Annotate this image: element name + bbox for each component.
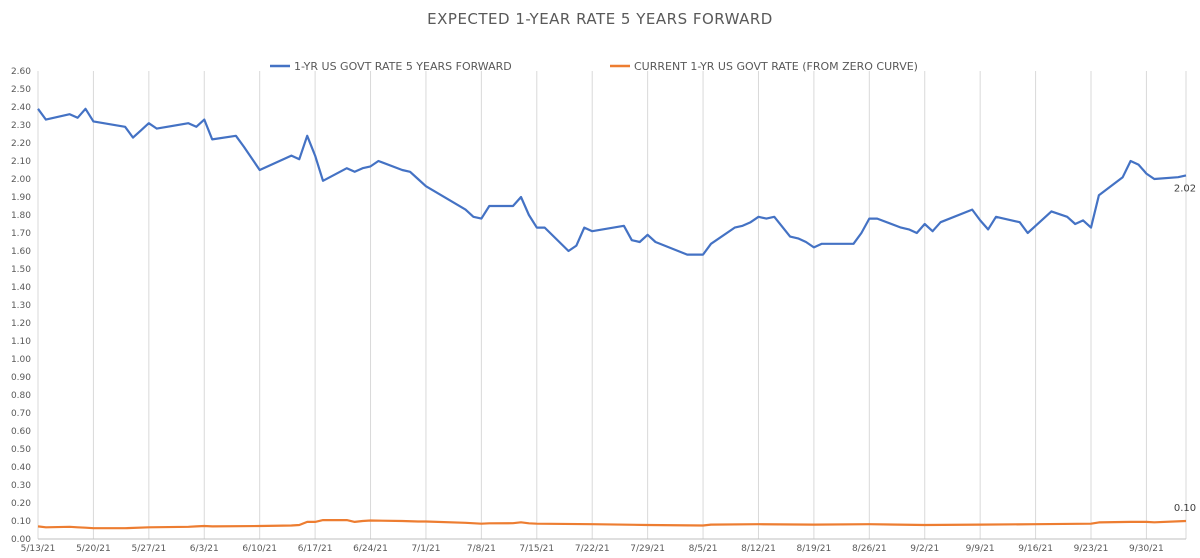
x-tick-label: 7/22/21 bbox=[575, 544, 610, 554]
x-tick-label: 5/20/21 bbox=[76, 544, 111, 554]
series-layer bbox=[37, 107, 1187, 530]
x-tick-label: 5/13/21 bbox=[21, 544, 56, 554]
x-tick-label: 6/10/21 bbox=[242, 544, 277, 554]
end-value-label-2: 0.10 bbox=[1174, 503, 1196, 514]
y-tick-label: 1.10 bbox=[11, 337, 31, 347]
x-tick-label: 6/3/21 bbox=[190, 544, 219, 554]
x-tick-label: 7/15/21 bbox=[519, 544, 554, 554]
y-tick-label: 0.70 bbox=[11, 409, 31, 419]
legend-label-1: 1-YR US GOVT RATE 5 YEARS FORWARD bbox=[294, 60, 512, 73]
legend-label-2: CURRENT 1-YR US GOVT RATE (FROM ZERO CUR… bbox=[634, 60, 918, 73]
x-tick-label: 9/30/21 bbox=[1129, 544, 1164, 554]
x-tick-label: 8/12/21 bbox=[741, 544, 776, 554]
y-tick-label: 2.20 bbox=[11, 139, 31, 149]
y-tick-label: 2.10 bbox=[11, 157, 31, 167]
end-value-label-1: 2.02 bbox=[1174, 183, 1196, 194]
x-tick-label: 9/16/21 bbox=[1018, 544, 1053, 554]
legend: 1-YR US GOVT RATE 5 YEARS FORWARD CURRENT… bbox=[270, 60, 918, 73]
x-tick-label: 9/9/21 bbox=[966, 544, 995, 554]
x-tick-label: 6/24/21 bbox=[353, 544, 388, 554]
x-tick-label: 5/27/21 bbox=[131, 544, 166, 554]
y-tick-label: 1.70 bbox=[11, 229, 31, 239]
y-tick-label: 0.40 bbox=[11, 463, 31, 473]
y-tick-label: 2.30 bbox=[11, 121, 31, 131]
x-tick-label: 9/23/21 bbox=[1074, 544, 1109, 554]
y-tick-label: 2.50 bbox=[11, 85, 31, 95]
x-axis: 5/13/21 5/20/21 5/27/21 6/3/21 6/10/21 6/17/2… bbox=[21, 544, 1164, 554]
y-tick-label: 0.00 bbox=[11, 535, 31, 545]
chart-title: EXPECTED 1-YEAR RATE 5 YEARS FORWARD bbox=[427, 10, 773, 28]
x-tick-label: 6/17/21 bbox=[298, 544, 333, 554]
y-axis: 0.00 0.10 0.20 0.30 0.40 0.50 0.60 0.70 0.80 0.90… bbox=[11, 67, 31, 545]
y-tick-label: 1.60 bbox=[11, 247, 31, 257]
x-tick-label: 9/2/21 bbox=[910, 544, 939, 554]
y-tick-label: 2.60 bbox=[11, 67, 31, 77]
y-tick-label: 0.80 bbox=[11, 391, 31, 401]
series-line-1 bbox=[37, 107, 1187, 256]
y-tick-label: 1.30 bbox=[11, 301, 31, 311]
x-tick-label: 7/8/21 bbox=[467, 544, 496, 554]
y-tick-label: 0.30 bbox=[11, 481, 31, 491]
y-tick-label: 1.90 bbox=[11, 193, 31, 203]
y-tick-label: 1.20 bbox=[11, 319, 31, 329]
x-tick-label: 8/5/21 bbox=[689, 544, 718, 554]
y-tick-label: 2.00 bbox=[11, 175, 31, 185]
y-tick-label: 0.10 bbox=[11, 517, 31, 527]
y-tick-label: 0.60 bbox=[11, 427, 31, 437]
data-labels: 2.02 0.10 bbox=[1174, 183, 1196, 514]
y-tick-label: 2.40 bbox=[11, 103, 31, 113]
y-tick-label: 1.50 bbox=[11, 265, 31, 275]
y-tick-label: 0.20 bbox=[11, 499, 31, 509]
grid bbox=[37, 71, 1187, 540]
y-tick-label: 0.50 bbox=[11, 445, 31, 455]
y-tick-label: 0.90 bbox=[11, 373, 31, 383]
y-tick-label: 1.40 bbox=[11, 283, 31, 293]
x-tick-label: 7/29/21 bbox=[630, 544, 665, 554]
series-line-2 bbox=[37, 519, 1187, 530]
y-tick-label: 1.80 bbox=[11, 211, 31, 221]
x-tick-label: 8/26/21 bbox=[852, 544, 887, 554]
x-tick-label: 7/1/21 bbox=[411, 544, 440, 554]
y-tick-label: 1.00 bbox=[11, 355, 31, 365]
x-tick-label: 8/19/21 bbox=[797, 544, 832, 554]
